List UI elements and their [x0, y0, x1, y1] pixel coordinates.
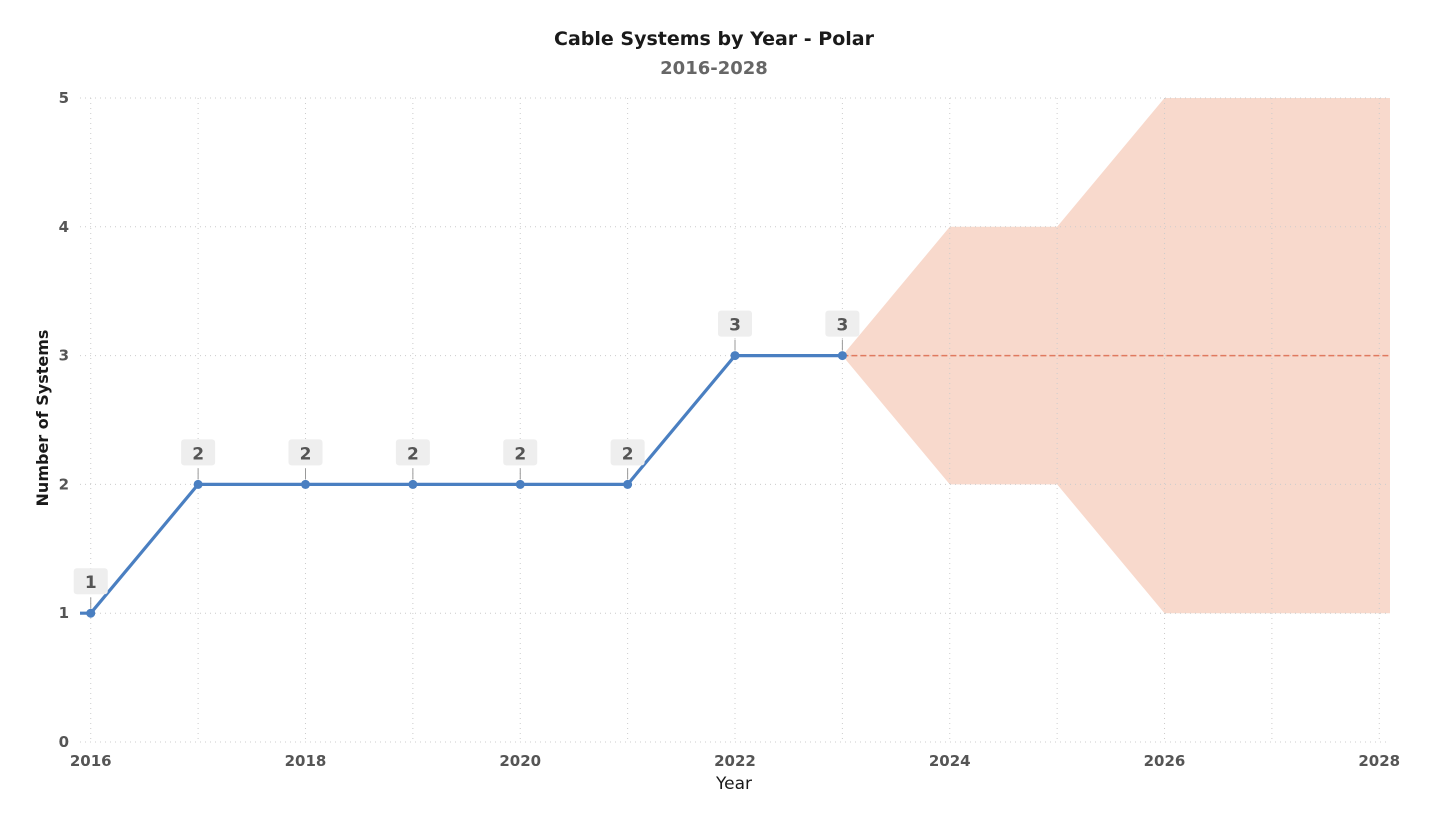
- x-tick-label: 2024: [929, 752, 971, 770]
- y-tick-label: 3: [59, 347, 69, 365]
- data-label: 1: [73, 568, 108, 609]
- data-label-value: 1: [85, 573, 97, 593]
- series-layer: [80, 351, 1390, 618]
- data-point: [86, 608, 96, 618]
- data-label: 3: [718, 310, 752, 351]
- data-label-box: [610, 439, 645, 466]
- x-tick-label: 2016: [70, 752, 112, 770]
- data-label-layer: 1 2 2 2 2 2 3 3: [73, 310, 860, 609]
- data-label-value: 2: [514, 444, 526, 464]
- data-label-value: 2: [622, 444, 634, 464]
- y-tick-label: 5: [59, 89, 69, 107]
- data-label-box: [395, 439, 430, 466]
- data-point: [515, 479, 525, 489]
- data-point: [408, 479, 418, 489]
- data-label: 2: [395, 439, 430, 480]
- x-tick-label: 2026: [1144, 752, 1186, 770]
- x-tick-label: 2028: [1358, 752, 1400, 770]
- data-label: 3: [825, 310, 860, 351]
- data-label-value: 2: [407, 444, 419, 464]
- y-axis-label: Number of Systems: [33, 330, 52, 507]
- data-label: 2: [181, 439, 216, 480]
- data-label: 2: [288, 439, 323, 480]
- x-tick-label: 2020: [499, 752, 541, 770]
- y-tick-label: 2: [59, 475, 69, 493]
- data-label-box: [503, 439, 538, 466]
- data-point: [730, 351, 740, 361]
- data-label-box: [718, 310, 752, 337]
- data-label-box: [73, 568, 108, 595]
- data-label-box: [288, 439, 323, 466]
- y-tick-label: 1: [59, 604, 69, 622]
- chart-subtitle: 2016-2028: [660, 58, 768, 79]
- data-point: [300, 479, 310, 489]
- data-label-value: 3: [729, 316, 741, 336]
- data-label: 2: [503, 439, 538, 480]
- data-point: [193, 479, 203, 489]
- data-label: 2: [610, 439, 645, 480]
- y-tick-label: 0: [59, 733, 69, 751]
- data-point: [837, 351, 847, 361]
- y-tick-label: 4: [59, 218, 69, 236]
- chart-title: Cable Systems by Year - Polar: [554, 28, 875, 50]
- data-label-box: [181, 439, 216, 466]
- data-point: [623, 479, 633, 489]
- tick-layer: 0 1 2 3 4 5 2016 2018 2020 2022 2024 2026 2028: [59, 89, 1401, 770]
- x-tick-label: 2022: [714, 752, 756, 770]
- data-label-value: 2: [300, 444, 312, 464]
- x-tick-label: 2018: [285, 752, 327, 770]
- data-label-value: 3: [836, 316, 848, 336]
- x-axis-label: Year: [715, 774, 752, 794]
- data-label-value: 2: [192, 444, 204, 464]
- data-label-box: [825, 310, 860, 337]
